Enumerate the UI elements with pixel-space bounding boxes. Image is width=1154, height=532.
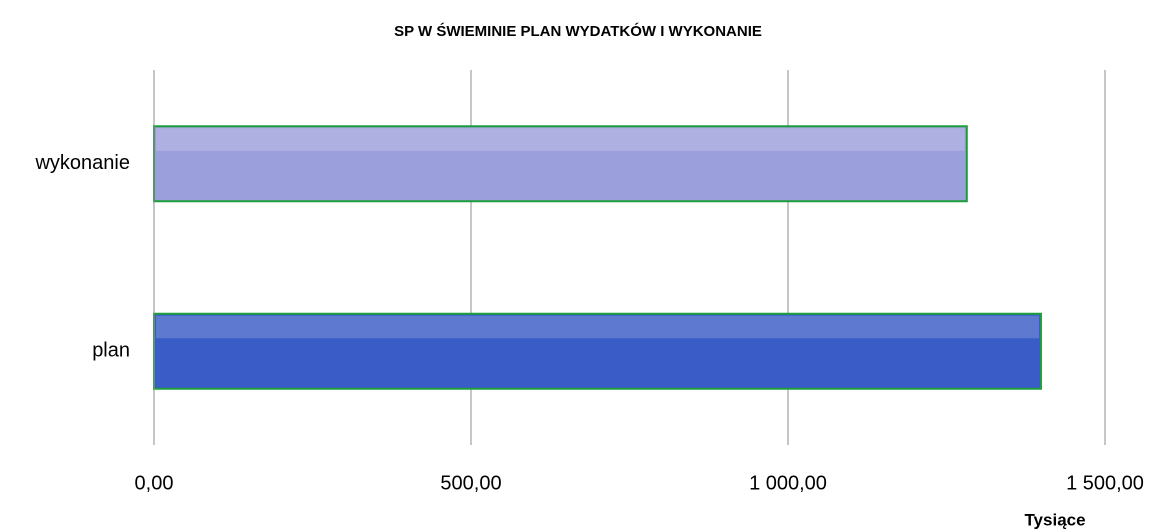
x-tick-label: 1 000,00 (749, 472, 827, 494)
x-axis-label: Tysiące (1024, 510, 1085, 529)
chart-title: SP W ŚWIEMINIE PLAN WYDATKÓW I WYKONANIE (394, 22, 762, 40)
y-tick-label: wykonanie (34, 152, 130, 174)
x-tick-label: 0,00 (135, 472, 174, 494)
x-tick-label: 1 500,00 (1066, 472, 1144, 494)
bar-shine (156, 128, 965, 151)
y-tick-label: plan (92, 340, 130, 362)
bar-shine (156, 315, 1039, 339)
x-tick-label: 500,00 (440, 472, 501, 494)
bar (153, 312, 1042, 390)
bar (153, 125, 968, 203)
